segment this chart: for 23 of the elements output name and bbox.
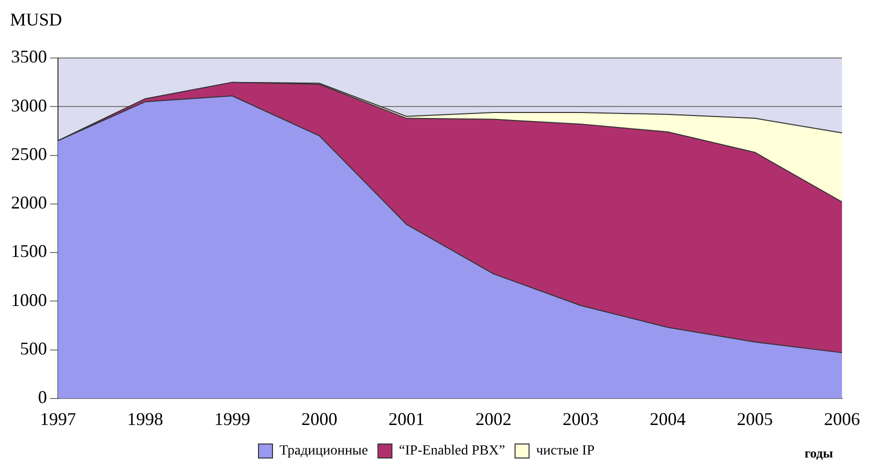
x-tick-label: 2005 [736,408,773,429]
x-tick-label: 1999 [214,408,250,429]
y-axis-title: MUSD [10,10,62,30]
x-tick-label: 2006 [824,408,860,429]
x-tick-label: 2000 [301,408,338,429]
x-tick-label: 2004 [650,408,686,429]
x-tick-label: 2002 [476,408,512,429]
y-tick-label: 500 [20,338,47,359]
x-axis-title: годы [804,445,833,460]
y-tick-label: 2500 [11,144,47,164]
legend-label: Традиционные [279,444,368,459]
x-tick-label: 1998 [127,408,164,429]
x-tick-label: 2003 [562,408,599,429]
legend-label: “IP-Enabled PBX” [398,444,506,459]
y-tick-label: 0 [38,387,47,408]
x-tick-label: 2001 [388,408,424,429]
y-tick-label: 3500 [11,46,47,67]
y-tick-label: 3000 [11,95,47,116]
legend-label: чистые IP [536,444,595,459]
y-tick-label: 1500 [11,241,47,262]
y-tick-label: 1000 [11,290,47,310]
y-tick-label: 2000 [11,192,47,213]
x-tick-label: 1997 [40,408,76,429]
